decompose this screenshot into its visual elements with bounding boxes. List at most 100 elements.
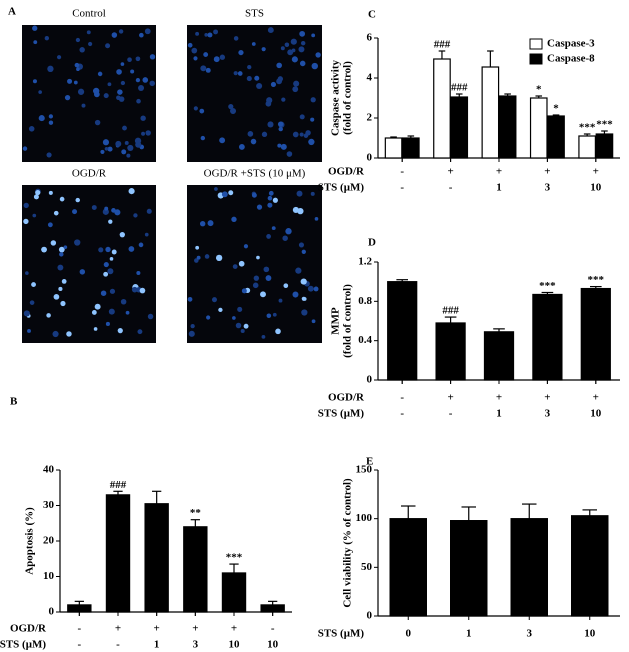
cell-nucleus: [200, 135, 206, 141]
cell-nucleus: [76, 67, 80, 71]
cell-nucleus: [277, 76, 284, 82]
cell-nucleus: [251, 42, 256, 46]
cell-nucleus: [104, 146, 109, 151]
cell-nucleus: [136, 270, 141, 275]
cell-nucleus: [254, 75, 260, 81]
condition-value: 10: [229, 639, 241, 651]
cell-nucleus: [48, 190, 53, 195]
cell-nucleus: [121, 149, 127, 155]
cell-nucleus: [272, 197, 278, 203]
cell-nucleus: [38, 115, 45, 122]
cell-nucleus: [107, 268, 114, 275]
y-tick-label: 0.4: [358, 334, 372, 346]
cell-nucleus: [190, 324, 195, 329]
cell-nucleus: [93, 327, 98, 331]
error-bar: [461, 506, 477, 521]
cell-nucleus: [47, 222, 53, 228]
condition-value: -: [400, 166, 404, 178]
bar: [433, 58, 451, 159]
cell-nucleus: [268, 190, 274, 196]
y-axis-label: Cell viability (% of control): [342, 478, 354, 608]
error-bar: [396, 279, 409, 282]
cell-nucleus: [243, 244, 249, 249]
cell-nucleus: [299, 114, 305, 120]
cell-nucleus: [287, 49, 294, 56]
cell-nucleus: [109, 288, 116, 294]
cell-nucleus: [204, 254, 210, 259]
significance-label: ###: [442, 305, 459, 317]
y-tick-label: 6: [367, 32, 373, 44]
cell-nucleus: [233, 71, 238, 76]
cell-nucleus: [204, 33, 208, 37]
condition-value: +: [192, 623, 198, 635]
cell-nucleus: [256, 83, 263, 90]
cell-nucleus: [188, 330, 195, 337]
legend-label: Caspase-8: [547, 53, 595, 65]
cell-nucleus: [107, 146, 113, 152]
cell-nucleus: [57, 264, 64, 271]
cell-nucleus: [221, 191, 228, 198]
legend-swatch: [529, 38, 543, 50]
bar: [570, 515, 609, 617]
cell-nucleus: [28, 126, 35, 132]
error-bar: [444, 316, 457, 323]
y-tick-label: 0: [49, 606, 55, 618]
cell-nucleus: [196, 255, 201, 260]
condition-value: -: [400, 392, 404, 404]
y-tick-label: 1.2: [358, 256, 372, 268]
cell-nucleus: [127, 144, 134, 151]
cell-nucleus: [59, 252, 64, 257]
condition-label: OGD/R: [10, 623, 47, 635]
cell-nucleus: [115, 140, 122, 147]
cell-nucleus: [281, 97, 286, 102]
cell-nucleus: [206, 315, 211, 320]
cell-nucleus: [277, 143, 282, 148]
significance-label: ###: [110, 479, 127, 491]
cell-nucleus: [105, 43, 111, 49]
bar: [595, 133, 614, 159]
cell-nucleus: [277, 121, 284, 127]
cell-nucleus: [264, 266, 270, 272]
cell-nucleus: [53, 210, 59, 216]
cell-nucleus: [140, 115, 146, 121]
cell-nucleus: [75, 37, 81, 43]
cell-nucleus: [261, 335, 266, 339]
cell-nucleus: [311, 319, 316, 324]
cell-nucleus: [41, 246, 47, 253]
y-tick-label: 50: [361, 561, 373, 573]
cell-nucleus: [251, 192, 257, 198]
cell-nucleus: [79, 269, 86, 275]
cell-nucleus: [105, 321, 110, 327]
condition-value: -: [449, 408, 453, 420]
cell-nucleus: [310, 97, 316, 103]
cell-nucleus: [307, 285, 314, 292]
y-axis-label: Caspase activity: [330, 59, 342, 136]
cell-nucleus: [187, 42, 193, 48]
cell-nucleus: [256, 255, 260, 260]
bar: [529, 97, 548, 159]
bar: [402, 137, 420, 159]
cell-nucleus: [203, 52, 209, 57]
cell-nucleus: [218, 307, 223, 313]
condition-value: -: [271, 623, 275, 635]
cell-nucleus: [86, 30, 91, 35]
image-label: OGD/R +STS (10 μM): [204, 168, 306, 180]
cell-nucleus: [64, 94, 71, 101]
cell-nucleus: [315, 52, 321, 58]
cell-nucleus: [133, 213, 138, 218]
bar: [435, 322, 466, 381]
condition-value: -: [77, 623, 81, 635]
cell-nucleus: [63, 245, 68, 249]
condition-value: +: [544, 392, 550, 404]
cell-nucleus: [128, 188, 135, 195]
cell-nucleus: [266, 234, 271, 239]
bar: [578, 135, 596, 159]
cell-nucleus: [292, 86, 299, 93]
cell-nucleus: [46, 152, 52, 158]
cell-nucleus: [94, 119, 101, 126]
error-bar: [455, 93, 463, 97]
bar: [389, 518, 428, 617]
cell-nucleus: [298, 46, 305, 53]
cell-nucleus: [314, 217, 319, 221]
cell-nucleus: [75, 197, 80, 203]
